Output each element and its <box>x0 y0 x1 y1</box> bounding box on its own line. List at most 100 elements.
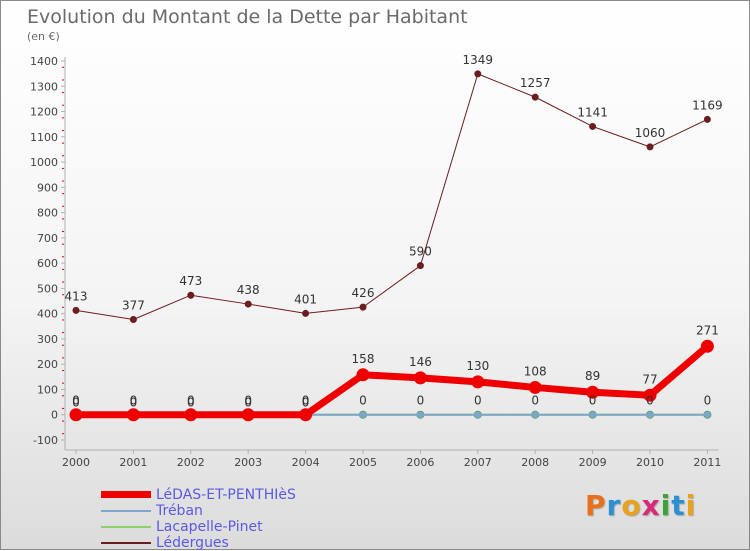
data-label-lacapelle-pinet: 0 <box>417 394 425 408</box>
data-label-l-dergues: 473 <box>179 274 202 288</box>
series-line-l-das-et-penthi-s <box>72 342 711 419</box>
data-label-l-das-et-penthi-s: 158 <box>352 352 375 366</box>
point-l-das-et-penthi-s <box>241 408 255 422</box>
data-label-lacapelle-pinet: 0 <box>589 394 597 408</box>
point-l-dergues <box>703 115 711 123</box>
point-l-das-et-penthi-s <box>471 375 485 389</box>
data-label-l-dergues: 401 <box>294 292 317 306</box>
y-tick-label: 400 <box>37 308 58 321</box>
point-l-das-et-penthi-s <box>299 408 313 422</box>
series-line-l-dergues <box>75 73 708 320</box>
point-l-dergues <box>187 291 195 299</box>
x-tick-label: 2001 <box>119 456 147 469</box>
point-l-dergues <box>416 262 424 270</box>
x-tick-label: 2011 <box>693 456 721 469</box>
point-tr-ban <box>703 411 711 419</box>
y-tick-label: 200 <box>37 358 58 371</box>
point-tr-ban <box>589 411 597 419</box>
point-l-dergues <box>646 143 654 151</box>
data-label-lacapelle-pinet: 0 <box>704 394 712 408</box>
point-tr-ban <box>531 411 539 419</box>
data-label-l-dergues: 1169 <box>692 98 723 112</box>
point-l-das-et-penthi-s <box>700 339 714 353</box>
point-l-dergues <box>72 306 80 314</box>
data-label-lacapelle-pinet: 0 <box>72 394 80 408</box>
x-tick-label: 2004 <box>292 456 320 469</box>
data-label-l-das-et-penthi-s: 89 <box>585 369 600 383</box>
point-l-dergues <box>589 122 597 130</box>
point-l-das-et-penthi-s <box>413 371 427 385</box>
data-label-l-dergues: 1257 <box>520 76 551 90</box>
data-label-l-dergues: 413 <box>65 289 88 303</box>
logo-letter: i <box>660 489 672 522</box>
point-l-das-et-penthi-s <box>184 408 198 422</box>
y-tick-label: 600 <box>37 257 58 270</box>
data-label-l-dergues: 1141 <box>577 105 608 119</box>
y-tick-label: 800 <box>37 207 58 220</box>
chart-title: Evolution du Montant de la Dette par Hab… <box>27 6 468 28</box>
x-tick-label: 2009 <box>579 456 607 469</box>
logo-letter: i <box>685 489 697 522</box>
proxiti-logo: Proxiti <box>585 489 696 522</box>
y-tick-label: 0 <box>51 409 58 422</box>
data-label-l-das-et-penthi-s: 271 <box>696 323 719 337</box>
point-tr-ban <box>359 411 367 419</box>
logo-letter: o <box>621 489 642 522</box>
y-tick-label: 900 <box>37 181 58 194</box>
data-label-lacapelle-pinet: 0 <box>244 394 252 408</box>
data-label-l-dergues: 438 <box>237 283 260 297</box>
y-tick-label: 100 <box>37 383 58 396</box>
x-tick-label: 2005 <box>349 456 377 469</box>
axis-layer: -100 0 100 2003 0 0 400 500 600 700 800 900 1000 1100… <box>30 55 721 469</box>
x-tick-label: 2008 <box>521 456 549 469</box>
y-tick-label: 700 <box>37 232 58 245</box>
point-l-dergues <box>474 70 482 78</box>
data-label-l-das-et-penthi-s: 0 <box>187 396 195 410</box>
point-l-dergues <box>129 315 137 323</box>
legend-swatch-ledas <box>101 491 151 498</box>
point-l-das-et-penthi-s <box>126 408 140 422</box>
point-tr-ban <box>646 411 654 419</box>
data-label-l-dergues: 426 <box>352 286 375 300</box>
x-tick-label: 2002 <box>177 456 205 469</box>
y-tick-label: 1300 <box>30 80 58 93</box>
data-label-l-das-et-penthi-s: 0 <box>244 396 252 410</box>
legend-swatch-treban <box>101 510 151 512</box>
y-tick-label: 500 <box>37 282 58 295</box>
series-layer <box>69 70 714 422</box>
legend-label-ledergues: Lédergues <box>156 535 229 551</box>
data-label-l-das-et-penthi-s: 146 <box>409 355 432 369</box>
point-tr-ban <box>416 411 424 419</box>
x-tick-label: 2006 <box>406 456 434 469</box>
y-tick-label: 1000 <box>30 156 58 169</box>
legend-swatch-ledergues <box>101 542 151 544</box>
data-label-l-dergues: 1349 <box>463 53 494 67</box>
data-label-lacapelle-pinet: 0 <box>302 394 310 408</box>
legend-swatch-lacapelle <box>101 526 151 528</box>
legend-label-lacapelle: Lacapelle-Pinet <box>156 519 263 535</box>
y-tick-label: -100 <box>33 434 58 447</box>
point-l-das-et-penthi-s <box>528 380 542 394</box>
logo-letter: P <box>585 489 607 522</box>
logo-letter: t <box>671 489 686 522</box>
logo-letter: r <box>606 489 622 522</box>
point-l-dergues <box>531 93 539 101</box>
data-label-l-dergues: 377 <box>122 298 145 312</box>
data-label-lacapelle-pinet: 0 <box>474 394 482 408</box>
x-tick-label: 2007 <box>464 456 492 469</box>
x-tick-label: 2010 <box>636 456 664 469</box>
point-l-das-et-penthi-s <box>356 368 370 382</box>
point-l-dergues <box>359 303 367 311</box>
x-tick-label: 2003 <box>234 456 262 469</box>
data-label-l-das-et-penthi-s: 0 <box>302 396 310 410</box>
data-label-lacapelle-pinet: 0 <box>130 394 138 408</box>
logo-letter: x <box>641 489 661 522</box>
y-unit-label: (en €) <box>27 30 60 43</box>
data-label-lacapelle-pinet: 0 <box>646 394 654 408</box>
y-tick-label: 1100 <box>30 131 58 144</box>
data-label-layer: 413 377 473 438 401 426 590 1349 1257 1141 1060 116… <box>65 53 723 410</box>
data-label-l-das-et-penthi-s: 0 <box>130 396 138 410</box>
legend-label-ledas: LéDAS-ET-PENTHIèS <box>156 487 296 503</box>
